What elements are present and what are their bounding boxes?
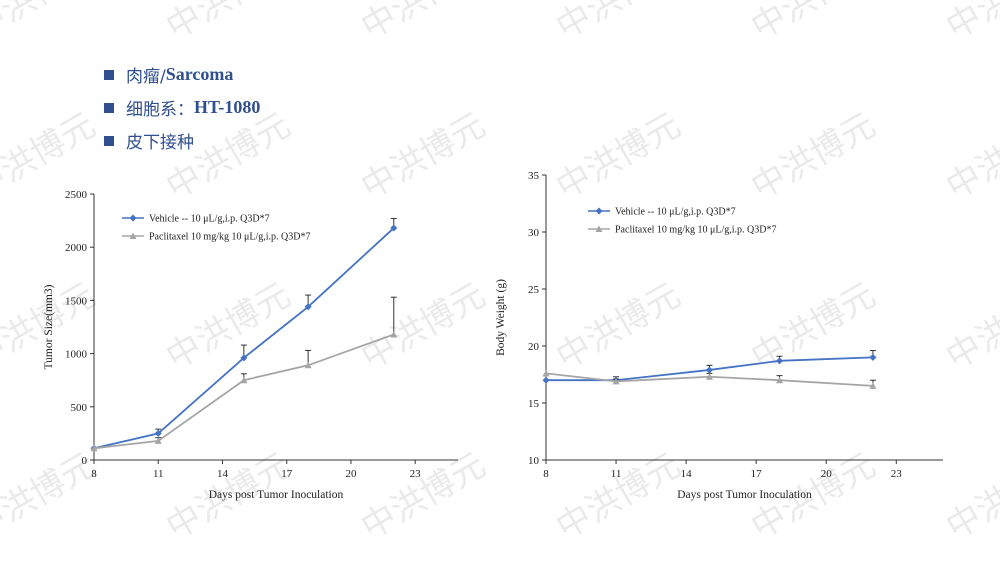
x-tick-label: 14	[681, 468, 693, 480]
legend-marker-diamond	[129, 214, 137, 222]
square-bullet-icon	[104, 135, 114, 146]
square-bullet-icon	[104, 102, 114, 113]
legend-entry: Vehicle -- 10 μL/g,i.p. Q3D*7	[149, 214, 270, 225]
data-point-triangle	[240, 376, 248, 384]
legend-marker-diamond	[595, 207, 603, 215]
bullet-en: Sarcoma	[165, 64, 234, 84]
data-point-diamond	[869, 353, 877, 361]
y-tick-label: 2500	[65, 189, 88, 201]
y-axis-label: Body Weight (g)	[495, 279, 507, 356]
x-axis-label: Days post Tumor Inoculation	[209, 489, 344, 501]
data-point-triangle	[776, 376, 784, 384]
x-tick-label: 8	[91, 468, 97, 480]
bullet-item-tumor-type: 肉瘤/Sarcoma	[104, 58, 260, 91]
bullet-list: 肉瘤/Sarcoma 细胞系： HT-1080 皮下接种	[104, 58, 260, 157]
x-tick-label: 17	[751, 468, 763, 480]
y-tick-label: 0	[82, 455, 88, 467]
data-point-diamond	[542, 376, 550, 384]
data-point-diamond	[240, 354, 248, 362]
y-tick-label: 20	[528, 341, 540, 353]
y-axis-label: Tumor Size(mm3)	[43, 284, 55, 369]
y-tick-label: 500	[71, 402, 88, 414]
legend-marker-triangle	[595, 225, 603, 232]
y-tick-label: 35	[528, 170, 540, 182]
legend-entry: Paclitaxel 10 mg/kg 10 μL/g,i.p. Q3D*7	[149, 232, 310, 243]
x-axis-label: Days post Tumor Inoculation	[677, 489, 812, 501]
legend-marker-triangle	[129, 232, 137, 239]
legend-entry: Paclitaxel 10 mg/kg 10 μL/g,i.p. Q3D*7	[615, 225, 776, 236]
bullet-zh: 皮下接种	[126, 133, 194, 153]
x-tick-label: 11	[153, 468, 164, 480]
square-bullet-icon	[104, 69, 114, 80]
y-tick-label: 1500	[65, 295, 88, 307]
bullet-zh: 细胞系：	[126, 100, 194, 120]
bullet-item-cell-line: 细胞系： HT-1080	[104, 91, 260, 124]
x-tick-label: 11	[611, 468, 622, 480]
y-tick-label: 25	[528, 284, 540, 296]
x-tick-label: 14	[217, 468, 229, 480]
data-point-diamond	[390, 224, 398, 232]
y-tick-label: 2000	[65, 242, 88, 254]
y-tick-label: 10	[528, 455, 540, 467]
bullet-zh: 肉瘤/	[126, 67, 166, 87]
x-tick-label: 8	[543, 468, 549, 480]
data-point-diamond	[705, 366, 713, 374]
data-point-triangle	[90, 444, 98, 452]
bullet-en: HT-1080	[194, 97, 261, 117]
x-tick-label: 23	[410, 468, 422, 480]
y-tick-label: 1000	[65, 349, 88, 361]
data-point-triangle	[154, 437, 162, 444]
x-tick-label: 17	[281, 468, 293, 480]
x-tick-label: 20	[345, 468, 357, 480]
x-tick-label: 20	[821, 468, 833, 480]
data-point-triangle	[612, 377, 620, 385]
bullet-item-inoculation: 皮下接种	[104, 124, 260, 157]
y-tick-label: 15	[528, 398, 540, 410]
x-tick-label: 23	[891, 468, 903, 480]
data-point-triangle	[869, 382, 877, 389]
data-point-diamond	[304, 303, 312, 311]
data-point-triangle	[304, 361, 312, 369]
data-point-diamond	[154, 429, 162, 437]
y-tick-label: 30	[528, 227, 540, 239]
data-point-triangle	[542, 369, 550, 377]
data-point-triangle	[390, 330, 398, 338]
legend-entry: Vehicle -- 10 μL/g,i.p. Q3D*7	[615, 207, 736, 218]
data-point-diamond	[776, 357, 784, 365]
data-point-triangle	[705, 373, 713, 380]
